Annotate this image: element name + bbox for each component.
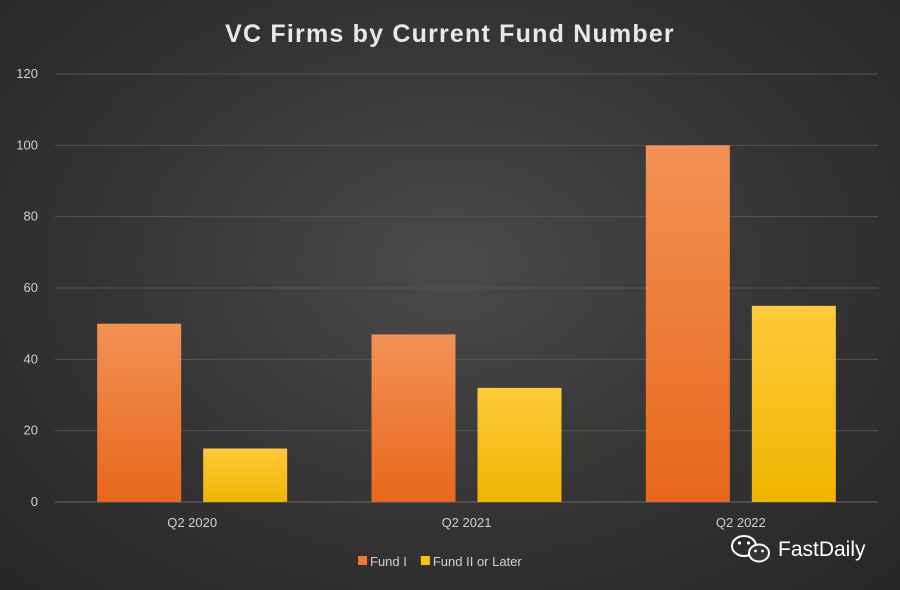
bar-fund-i-q2-2022 <box>645 145 730 503</box>
bar-fund-ii-or-later-q2-2021 <box>477 387 562 502</box>
y-tick-label: 60 <box>24 280 38 295</box>
y-tick-label: 100 <box>16 137 38 152</box>
watermark: FastDaily <box>731 535 866 563</box>
bar-fund-ii-or-later-q2-2022 <box>751 305 836 502</box>
bars <box>97 145 836 503</box>
y-tick-label: 40 <box>24 351 38 366</box>
x-axis-categories: Q2 2020 Q2 2021 Q2 2022 <box>167 515 766 530</box>
legend-swatch <box>358 556 367 565</box>
gridlines <box>55 73 878 503</box>
chart-title: VC Firms by Current Fund Number <box>225 20 675 48</box>
x-category-label: Q2 2021 <box>442 515 492 530</box>
watermark-text: FastDaily <box>778 538 866 561</box>
y-tick-label: 0 <box>31 494 38 509</box>
wechat-icon <box>731 535 770 563</box>
legend-swatch <box>420 556 430 565</box>
y-tick-label: 80 <box>24 209 38 224</box>
y-tick-label: 20 <box>24 423 38 438</box>
x-category-label: Q2 2020 <box>167 515 217 530</box>
y-tick-label: 120 <box>16 66 38 81</box>
legend-label: Fund II or Later <box>433 554 523 569</box>
legend: Fund I Fund II or Later <box>358 554 522 569</box>
bar-fund-i-q2-2020 <box>97 323 182 502</box>
bar-fund-ii-or-later-q2-2020 <box>203 448 288 502</box>
x-category-label: Q2 2022 <box>716 515 766 530</box>
bar-fund-i-q2-2021 <box>371 334 456 502</box>
legend-label: Fund I <box>370 554 407 569</box>
y-axis-ticks: 0 20 40 60 80 100 120 <box>16 66 38 509</box>
